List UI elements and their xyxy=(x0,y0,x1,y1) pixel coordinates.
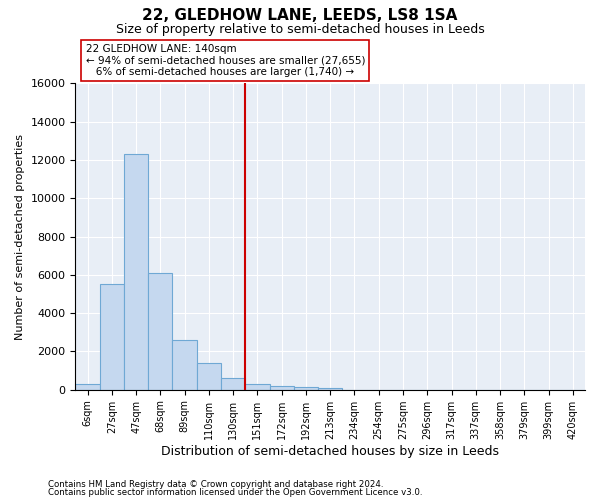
Bar xyxy=(76,384,100,390)
Bar xyxy=(124,154,148,390)
Text: Contains public sector information licensed under the Open Government Licence v3: Contains public sector information licen… xyxy=(48,488,422,497)
Bar xyxy=(221,378,245,390)
Bar xyxy=(318,388,343,390)
Bar xyxy=(294,387,318,390)
Bar xyxy=(197,363,221,390)
Text: 22 GLEDHOW LANE: 140sqm
← 94% of semi-detached houses are smaller (27,655)
   6%: 22 GLEDHOW LANE: 140sqm ← 94% of semi-de… xyxy=(86,44,365,78)
Y-axis label: Number of semi-detached properties: Number of semi-detached properties xyxy=(15,134,25,340)
Text: Contains HM Land Registry data © Crown copyright and database right 2024.: Contains HM Land Registry data © Crown c… xyxy=(48,480,383,489)
Text: Size of property relative to semi-detached houses in Leeds: Size of property relative to semi-detach… xyxy=(116,22,484,36)
Bar xyxy=(172,340,197,390)
Bar xyxy=(148,273,172,390)
Bar xyxy=(100,284,124,390)
X-axis label: Distribution of semi-detached houses by size in Leeds: Distribution of semi-detached houses by … xyxy=(161,444,499,458)
Bar xyxy=(245,384,269,390)
Text: 22, GLEDHOW LANE, LEEDS, LS8 1SA: 22, GLEDHOW LANE, LEEDS, LS8 1SA xyxy=(142,8,458,22)
Bar xyxy=(269,386,294,390)
